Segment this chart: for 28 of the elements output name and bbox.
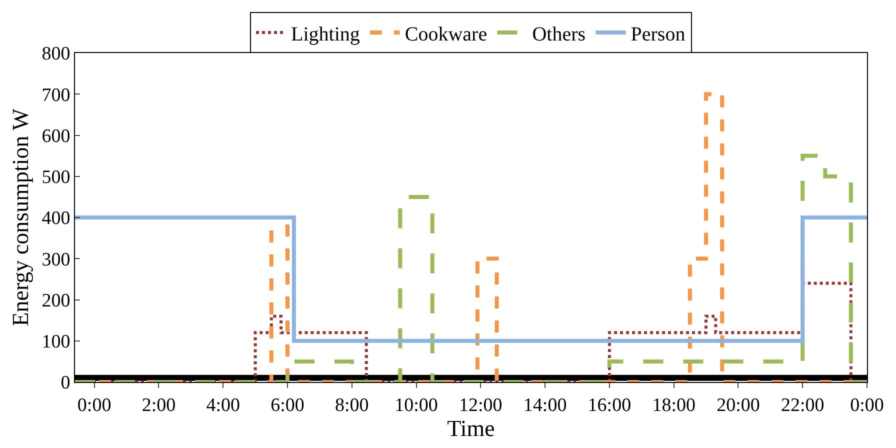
y-tick-label: 200	[42, 290, 70, 312]
y-axis-title: Energy consumption W	[8, 108, 34, 326]
y-tick-label: 100	[42, 332, 70, 353]
x-axis-title: Time	[447, 416, 495, 441]
x-tick-label: 0:00	[77, 394, 112, 416]
x-tick-label: 12:00	[459, 394, 502, 416]
y-tick-label: 400	[42, 208, 70, 230]
y-tick-label: 700	[42, 84, 70, 106]
y-tick-label: 0	[60, 372, 70, 394]
legend-label: Lighting	[291, 23, 360, 46]
x-tick-label: 2:00	[142, 394, 176, 416]
legend-label: Person	[630, 23, 686, 46]
y-tick-label: 500	[42, 167, 70, 188]
y-tick-label: 800	[42, 44, 70, 65]
x-tick-label: 16:00	[588, 394, 632, 416]
x-tick-label: 6:00	[270, 394, 304, 416]
x-tick-label: 4:00	[206, 394, 240, 416]
x-tick-label: 18:00	[652, 394, 696, 416]
x-tick-label: 22:00	[780, 394, 824, 416]
x-tick-label: 14:00	[523, 394, 567, 416]
legend-label: Others	[532, 23, 586, 46]
legend-label: Cookware	[404, 23, 488, 46]
y-tick-label: 300	[42, 249, 70, 270]
y-tick-label: 600	[42, 126, 70, 147]
x-tick-label: 10:00	[394, 394, 438, 416]
x-tick-label: 20:00	[716, 394, 760, 416]
x-tick-label: 8:00	[334, 394, 369, 416]
x-tick-label: 0:00	[850, 394, 884, 416]
